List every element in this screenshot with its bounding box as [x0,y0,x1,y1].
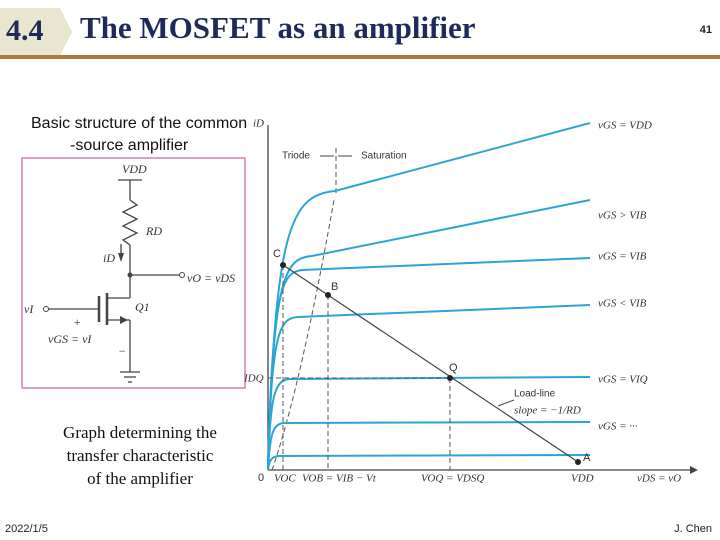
section-badge [0,8,72,56]
graph-label: vGS = VIB [598,251,647,263]
graph-label: Saturation [361,151,407,162]
graph-label: iD [253,118,264,130]
graph-label: vGS = VIQ [598,374,648,386]
point-label: B [331,281,338,293]
point-label: C [273,248,281,260]
caption-line: Graph determining the [63,423,217,442]
circuit-label: iD [103,251,115,265]
header-rule [0,55,720,59]
graph-label: Load-line [514,389,556,400]
graph-label: Triode [282,151,310,162]
page-number: 41 [700,24,712,36]
circuit-label: vGS = vI [48,332,92,346]
axis-label: VOQ = VDSQ [421,473,484,485]
axis-label: VDD [571,473,594,485]
caption-line: transfer characteristic [67,446,214,465]
circuit-label: − [118,344,126,358]
circuit-label: RD [145,224,162,238]
graph-label: IDQ [243,373,264,385]
footer-author: J. Chen [674,523,712,535]
graph-drawing [267,122,698,474]
caption-line: of the amplifier [87,469,193,488]
circuit-label: + [73,315,81,329]
point-label: A [583,452,591,464]
graph-label: vGS = ··· [598,421,638,433]
circuit-wiring [43,179,185,383]
graph-label: vGS > VIB [598,210,647,222]
footer-date: 2022/1/5 [5,523,48,535]
section-number: 4.4 [6,14,44,47]
axis-label: VOB = VIB − Vt [302,473,377,485]
circuit-label: VDD [122,162,147,176]
circuit-label: vO = vDS [187,271,235,285]
axis-label: vDS = vO [637,473,681,485]
graph-label: slope = −1/RD [514,405,581,417]
circuit-frame [21,157,246,389]
slide-title: The MOSFET as an amplifier [80,10,476,45]
graph-label: vGS = VDD [598,120,652,132]
circuit-label: Q1 [135,300,150,314]
graph-label: vGS < VIB [598,298,647,310]
axis-label: 0 [258,472,264,484]
point-label: Q [449,362,458,374]
axis-label: VOC [274,473,296,485]
circuit-label: vI [24,302,34,316]
caption-line: -source amplifier [70,137,189,154]
caption-line: Basic structure of the common [31,115,247,132]
